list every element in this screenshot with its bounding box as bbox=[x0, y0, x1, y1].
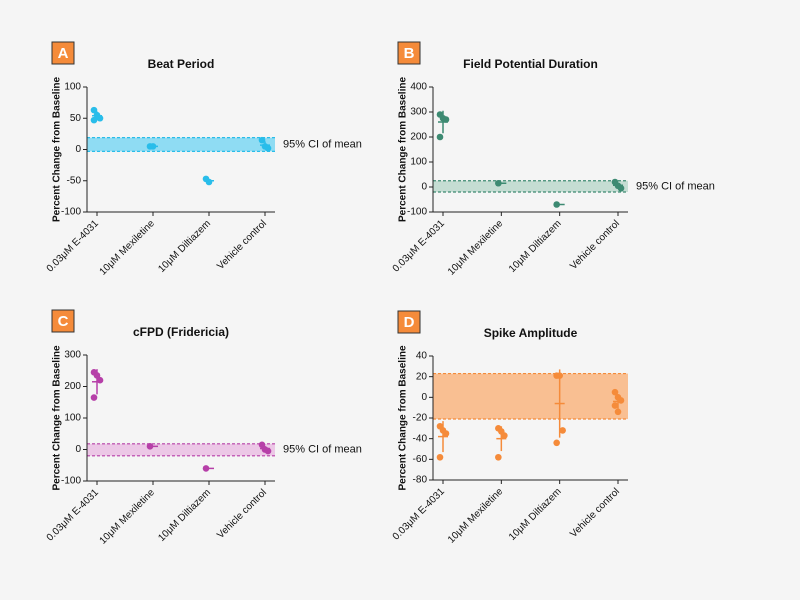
y-tick-label: -50 bbox=[67, 175, 82, 186]
data-point bbox=[442, 116, 450, 123]
data-point bbox=[436, 453, 444, 461]
y-tick-label: 200 bbox=[410, 132, 427, 143]
chart-title: cFPD (Fridericia) bbox=[133, 325, 229, 339]
panel-letter: D bbox=[404, 314, 415, 331]
y-tick-label: 40 bbox=[416, 351, 428, 362]
y-tick-label: 0 bbox=[75, 444, 81, 455]
panel-letter-box bbox=[397, 310, 421, 334]
data-point bbox=[553, 201, 560, 208]
data-point bbox=[146, 443, 154, 450]
y-tick-label: -100 bbox=[407, 207, 427, 218]
data-point bbox=[611, 402, 619, 409]
panel-letter: A bbox=[58, 45, 69, 62]
y-tick-label: -60 bbox=[413, 454, 428, 465]
y-tick-label: -100 bbox=[61, 207, 81, 218]
y-tick-label: -100 bbox=[61, 476, 81, 487]
ci-label: 95% CI of mean bbox=[283, 444, 362, 456]
data-point bbox=[495, 453, 502, 461]
ci-label: 95% CI of mean bbox=[636, 180, 715, 192]
data-point bbox=[258, 441, 266, 449]
data-point bbox=[258, 136, 266, 144]
data-point bbox=[611, 388, 619, 396]
ci-band bbox=[433, 180, 628, 192]
data-point bbox=[90, 394, 98, 401]
y-tick-label: 50 bbox=[70, 113, 82, 124]
data-point bbox=[556, 372, 563, 379]
y-axis-label: Percent Change from Baseline bbox=[52, 77, 63, 222]
data-point bbox=[617, 184, 625, 192]
panel-letter-box bbox=[51, 309, 75, 333]
data-point bbox=[436, 133, 444, 141]
data-point bbox=[442, 430, 450, 437]
data-point bbox=[96, 114, 104, 122]
chart-title: Field Potential Duration bbox=[463, 57, 598, 71]
data-point bbox=[93, 372, 101, 379]
data-point bbox=[202, 465, 210, 472]
y-tick-label: 300 bbox=[410, 107, 427, 118]
y-tick-label: 100 bbox=[64, 82, 81, 93]
data-point bbox=[90, 106, 98, 114]
y-tick-label: 300 bbox=[64, 350, 81, 361]
y-axis-label: Percent Change from Baseline bbox=[52, 345, 63, 490]
y-axis-label: Percent Change from Baseline bbox=[398, 345, 409, 490]
data-point bbox=[501, 432, 508, 439]
ci-band bbox=[87, 443, 275, 456]
y-tick-label: 20 bbox=[416, 371, 428, 382]
y-tick-label: 100 bbox=[64, 413, 81, 424]
data-point bbox=[90, 116, 98, 124]
data-point bbox=[264, 447, 272, 455]
y-axis-label: Percent Change from Baseline bbox=[398, 77, 409, 222]
y-tick-label: -80 bbox=[413, 475, 428, 486]
panel-letter-box bbox=[397, 41, 421, 65]
y-tick-label: 200 bbox=[64, 381, 81, 392]
y-tick-label: 100 bbox=[410, 157, 427, 168]
data-point bbox=[149, 143, 157, 150]
ci-band bbox=[87, 137, 275, 152]
data-point bbox=[559, 427, 566, 434]
data-point bbox=[96, 376, 104, 384]
data-point bbox=[614, 408, 622, 416]
y-tick-label: -40 bbox=[413, 433, 428, 444]
panel-letter: B bbox=[404, 45, 415, 62]
chart-title: Beat Period bbox=[148, 57, 215, 71]
panel-letter: C bbox=[58, 313, 69, 330]
data-point bbox=[205, 178, 213, 186]
y-tick-label: 0 bbox=[75, 144, 81, 155]
panel-letter-box bbox=[51, 41, 75, 65]
data-point bbox=[264, 144, 272, 152]
chart-title: Spike Amplitude bbox=[484, 326, 578, 340]
y-tick-label: -20 bbox=[413, 413, 428, 424]
y-tick-label: 0 bbox=[421, 392, 427, 403]
y-tick-label: 400 bbox=[410, 82, 427, 93]
y-tick-label: 0 bbox=[421, 182, 427, 193]
data-point bbox=[617, 397, 625, 404]
ci-band bbox=[433, 373, 628, 420]
data-point bbox=[553, 439, 560, 447]
data-point bbox=[495, 179, 502, 187]
ci-label: 95% CI of mean bbox=[283, 138, 362, 150]
